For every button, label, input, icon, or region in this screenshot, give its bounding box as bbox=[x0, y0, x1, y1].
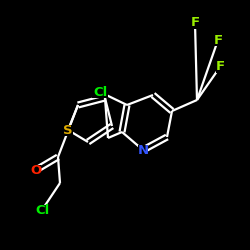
Text: F: F bbox=[190, 16, 200, 30]
Text: F: F bbox=[214, 34, 222, 46]
Text: O: O bbox=[30, 164, 42, 176]
Bar bbox=[34, 204, 50, 216]
Text: F: F bbox=[216, 60, 224, 74]
Bar bbox=[214, 34, 222, 46]
Text: Cl: Cl bbox=[93, 86, 107, 98]
Bar bbox=[138, 144, 148, 156]
Bar bbox=[92, 86, 108, 98]
Bar bbox=[31, 164, 41, 175]
Bar bbox=[63, 124, 73, 136]
Text: Cl: Cl bbox=[35, 204, 49, 216]
Bar bbox=[216, 62, 224, 72]
Text: N: N bbox=[138, 144, 148, 156]
Bar bbox=[190, 18, 200, 28]
Text: S: S bbox=[63, 124, 73, 136]
